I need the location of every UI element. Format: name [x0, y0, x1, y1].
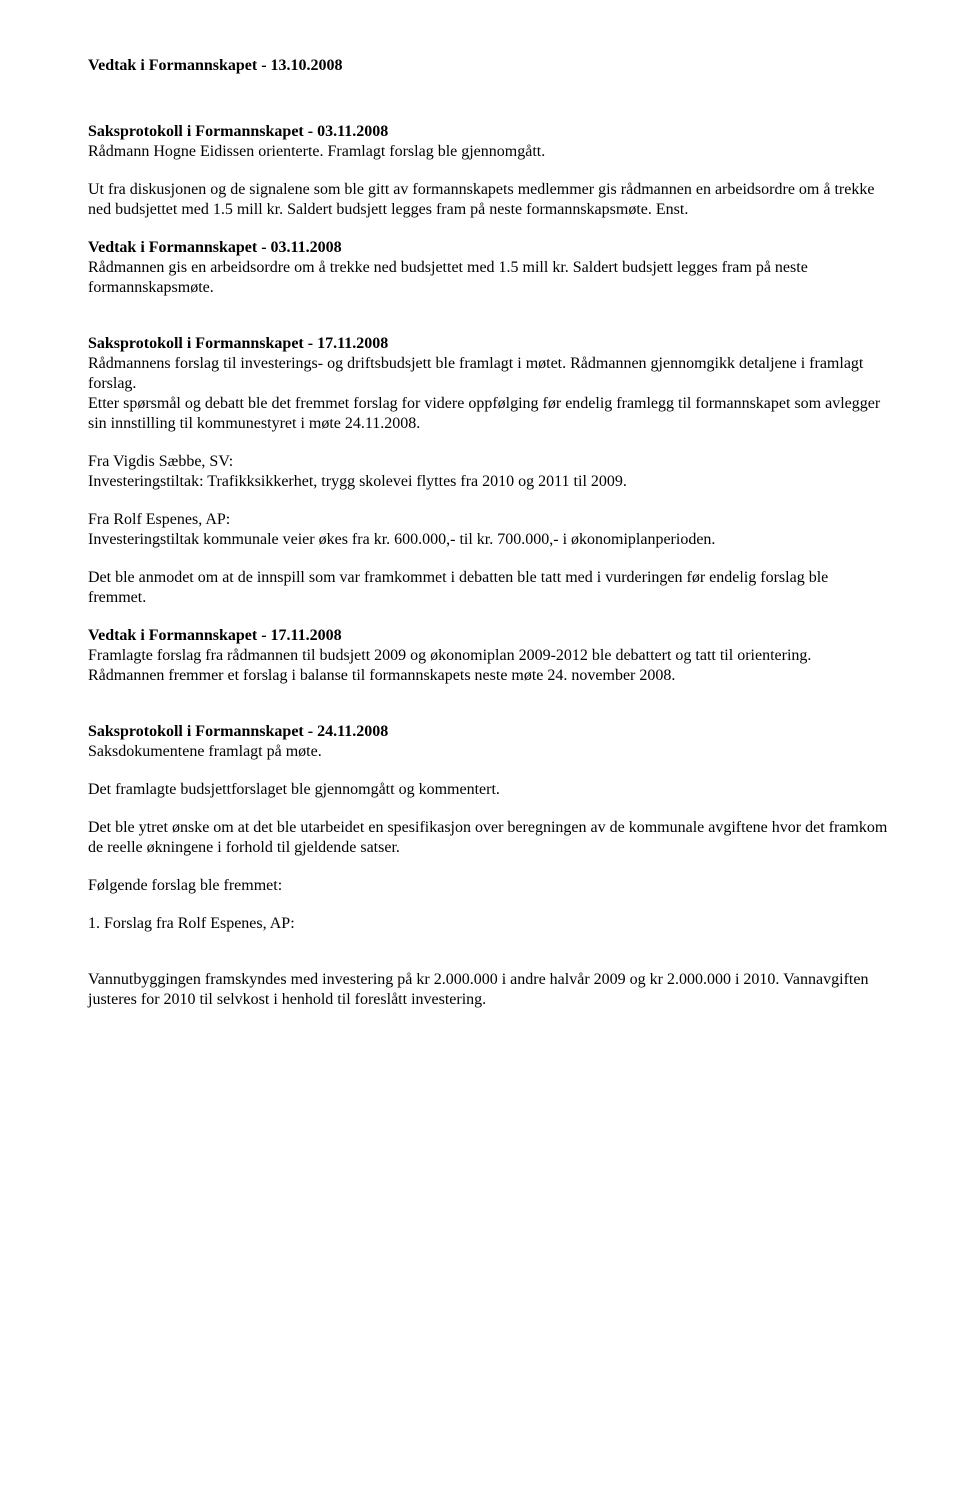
- paragraph: Investeringstiltak kommunale veier økes …: [88, 530, 888, 550]
- paragraph: Det ble ytret ønske om at det ble utarbe…: [88, 818, 888, 858]
- heading-vedtak-0311: Vedtak i Formannskapet - 03.11.2008: [88, 238, 888, 258]
- paragraph: Rådmannens forslag til investerings- og …: [88, 354, 888, 394]
- paragraph: Framlagte forslag fra rådmannen til buds…: [88, 646, 888, 686]
- paragraph: Følgende forslag ble fremmet:: [88, 876, 888, 896]
- paragraph: 1. Forslag fra Rolf Espenes, AP:: [88, 914, 888, 934]
- paragraph: Ut fra diskusjonen og de signalene som b…: [88, 180, 888, 220]
- paragraph: Rådmann Hogne Eidissen orienterte. Framl…: [88, 142, 888, 162]
- paragraph: Rådmannen gis en arbeidsordre om å trekk…: [88, 258, 888, 298]
- paragraph: Vannutbyggingen framskyndes med invester…: [88, 970, 888, 1010]
- paragraph: Det framlagte budsjettforslaget ble gjen…: [88, 780, 888, 800]
- paragraph: Etter spørsmål og debatt ble det fremmet…: [88, 394, 888, 434]
- heading-saksprotokoll-0311: Saksprotokoll i Formannskapet - 03.11.20…: [88, 122, 888, 142]
- paragraph: Det ble anmodet om at de innspill som va…: [88, 568, 888, 608]
- paragraph: Saksdokumentene framlagt på møte.: [88, 742, 888, 762]
- heading-saksprotokoll-2411: Saksprotokoll i Formannskapet - 24.11.20…: [88, 722, 888, 742]
- heading-vedtak-1310: Vedtak i Formannskapet - 13.10.2008: [88, 56, 888, 76]
- paragraph: Fra Rolf Espenes, AP:: [88, 510, 888, 530]
- paragraph: Investeringstiltak: Trafikksikkerhet, tr…: [88, 472, 888, 492]
- heading-saksprotokoll-1711: Saksprotokoll i Formannskapet - 17.11.20…: [88, 334, 888, 354]
- heading-vedtak-1711: Vedtak i Formannskapet - 17.11.2008: [88, 626, 888, 646]
- paragraph: Fra Vigdis Sæbbe, SV:: [88, 452, 888, 472]
